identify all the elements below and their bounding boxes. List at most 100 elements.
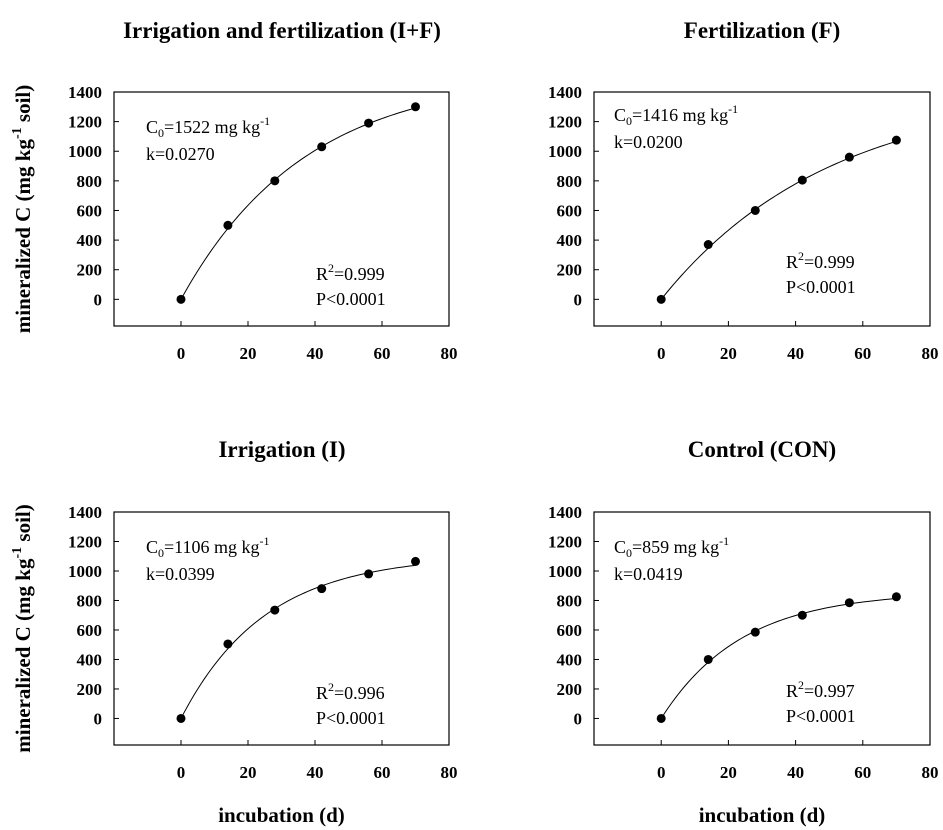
y-tick-label: 600 — [77, 621, 103, 640]
annotation-c0: C0=859 mg kg-1 — [614, 534, 729, 560]
data-point — [223, 220, 233, 230]
x-tick-label: 40 — [307, 763, 324, 782]
y-tick-label: 200 — [557, 680, 583, 699]
data-point — [364, 118, 374, 128]
data-point — [364, 569, 374, 579]
y-axis-label: mineralized C (mg kg-1 soil) — [10, 85, 35, 334]
x-tick-label: 80 — [922, 344, 939, 363]
y-tick-label: 400 — [557, 650, 583, 669]
annotation-r2: R2=0.999 — [786, 249, 855, 272]
x-tick-label: 80 — [922, 763, 939, 782]
data-point — [703, 240, 713, 250]
plot-frame — [593, 511, 931, 746]
x-tick-label: 0 — [177, 763, 186, 782]
y-tick-label: 800 — [77, 172, 103, 191]
chart-panel-3: Irrigation (I) 0 200 400 600 800 1000 1200 1400 0… — [10, 437, 458, 827]
annotation-r2: R2=0.996 — [316, 680, 385, 703]
y-tick-label: 200 — [77, 680, 103, 699]
annotation-p: P<0.0001 — [316, 289, 386, 309]
plot-frame — [113, 91, 450, 327]
annotation-p: P<0.0001 — [316, 708, 386, 728]
data-point — [176, 713, 186, 723]
data-point — [270, 176, 280, 186]
y-tick-label: 1400 — [68, 83, 102, 102]
x-tick-label: 60 — [374, 763, 391, 782]
annotation-k: k=0.0200 — [614, 132, 683, 152]
annotation-r2: R2=0.997 — [786, 678, 855, 701]
data-point — [656, 294, 666, 304]
x-axis-label: incubation (d) — [699, 803, 826, 827]
y-tick-label: 800 — [557, 591, 583, 610]
data-point — [844, 152, 854, 162]
y-tick-label: 0 — [574, 709, 583, 728]
x-tick-label: 0 — [657, 763, 666, 782]
x-tick-label: 60 — [374, 344, 391, 363]
x-tick-label: 0 — [657, 344, 666, 363]
y-tick-label: 600 — [77, 201, 103, 220]
x-tick-label: 60 — [854, 344, 871, 363]
x-tick-label: 40 — [307, 344, 324, 363]
data-point — [750, 205, 760, 215]
y-tick-label: 1200 — [548, 532, 582, 551]
data-point — [750, 627, 760, 637]
fit-curve — [180, 107, 416, 300]
chart-title: Fertilization (F) — [684, 18, 840, 43]
chart-panel-2: Fertilization (F)02004006008001000120014… — [548, 18, 939, 363]
data-point — [223, 639, 233, 649]
y-tick-label: 400 — [77, 231, 103, 250]
y-tick-label: 400 — [557, 231, 583, 250]
chart-title: Irrigation (I) — [218, 437, 345, 462]
x-tick-label: 60 — [854, 763, 871, 782]
annotation-k: k=0.0419 — [614, 564, 683, 584]
annotation-k: k=0.0399 — [146, 564, 215, 584]
data-point — [891, 135, 901, 145]
data-point — [844, 598, 854, 608]
data-point — [317, 584, 327, 594]
y-tick-label: 1000 — [548, 142, 582, 161]
y-tick-label: 0 — [94, 290, 103, 309]
y-tick-label: 400 — [77, 650, 103, 669]
y-tick-label: 200 — [557, 261, 583, 280]
data-point — [411, 102, 420, 112]
y-tick-label: 800 — [557, 172, 583, 191]
y-tick-label: 800 — [77, 591, 103, 610]
y-tick-label: 1400 — [68, 503, 102, 522]
chart-title: Control (CON) — [688, 437, 836, 462]
fit-curve — [660, 140, 897, 300]
annotation-k: k=0.0270 — [146, 144, 215, 164]
data-point — [317, 142, 327, 152]
annotation-p: P<0.0001 — [786, 706, 856, 726]
chart-title: Irrigation and fertilization (I+F) — [123, 18, 441, 43]
x-tick-label: 20 — [240, 344, 257, 363]
annotation-c0: C0=1106 mg kg-1 — [146, 534, 270, 560]
data-point — [797, 610, 807, 620]
x-tick-label: 80 — [441, 763, 458, 782]
y-tick-label: 1000 — [548, 562, 582, 581]
y-tick-label: 0 — [94, 709, 103, 728]
data-point — [797, 175, 807, 185]
x-tick-label: 0 — [177, 344, 186, 363]
x-tick-label: 40 — [787, 344, 804, 363]
data-point — [703, 654, 713, 664]
chart-panel-1: Irrigation and fertilization (I+F)020040… — [10, 18, 458, 363]
y-tick-label: 1200 — [68, 532, 102, 551]
annotation-c0: C0=1416 mg kg-1 — [614, 102, 738, 128]
fit-curve — [660, 598, 897, 719]
y-tick-label: 1200 — [68, 113, 102, 132]
y-tick-label: 1200 — [548, 113, 582, 132]
chart-panel-4: Control (CON) 0 200 400 600 800 1000 1200 1400 0 2… — [548, 437, 939, 827]
data-point — [270, 605, 280, 615]
data-point — [411, 556, 420, 566]
y-tick-label: 1400 — [548, 83, 582, 102]
y-tick-label: 1400 — [548, 503, 582, 522]
data-point — [656, 713, 666, 723]
y-tick-label: 200 — [77, 261, 103, 280]
data-point — [891, 592, 901, 602]
y-tick-label: 1000 — [68, 562, 102, 581]
data-point — [176, 294, 186, 304]
y-axis-label: mineralized C (mg kg-1 soil) — [10, 504, 35, 753]
x-tick-label: 20 — [720, 763, 737, 782]
y-tick-label: 1000 — [68, 142, 102, 161]
y-tick-label: 600 — [557, 621, 583, 640]
